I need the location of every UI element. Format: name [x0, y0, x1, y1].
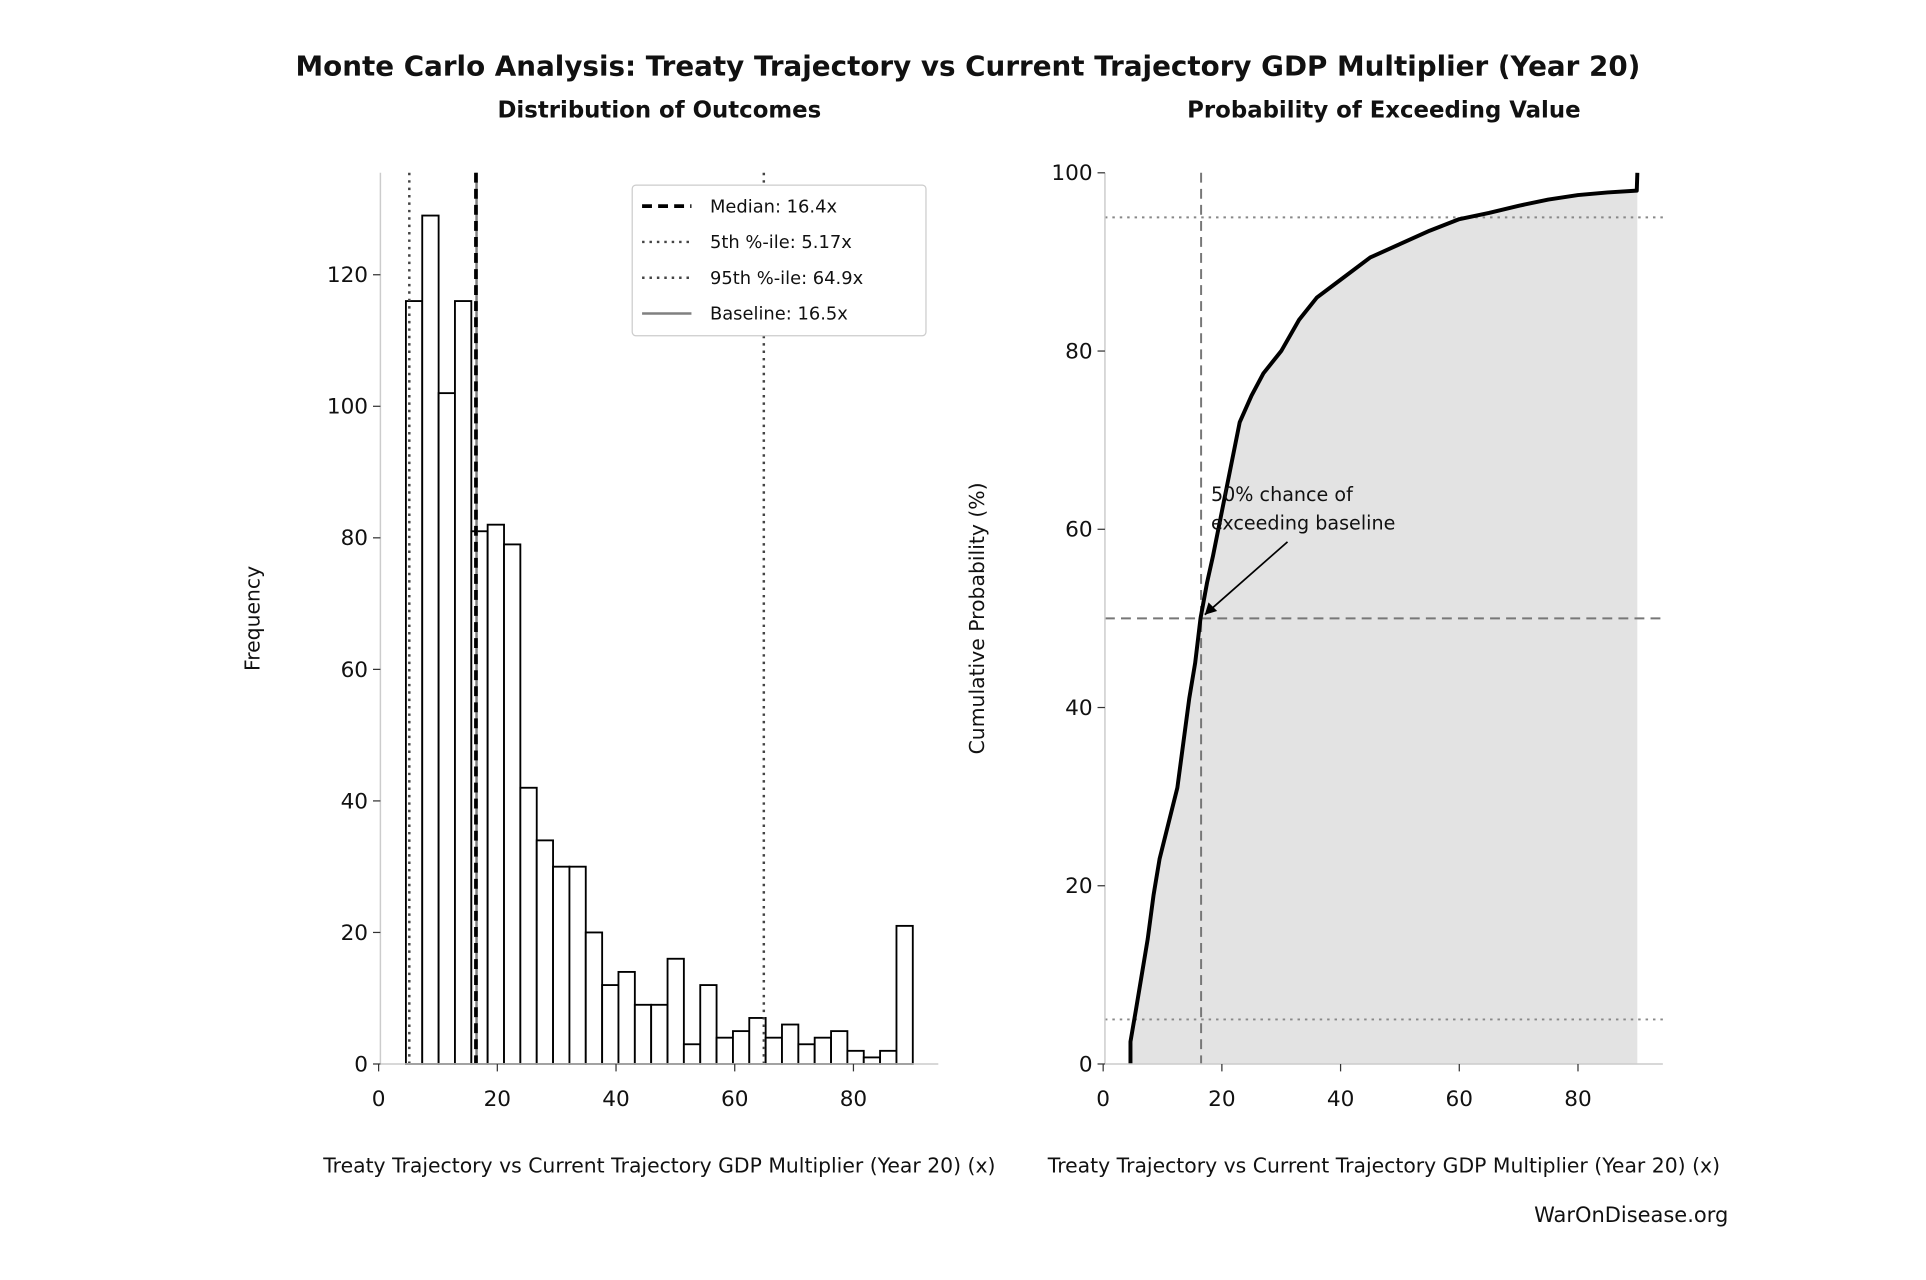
y-axis-label: Frequency	[240, 566, 264, 671]
x-axis-label: Treaty Trajectory vs Current Trajectory …	[1047, 1154, 1720, 1178]
bar	[470, 530, 489, 1065]
bar	[584, 931, 604, 1065]
bar	[404, 300, 424, 1065]
legend-label: 5th %-ile: 5.17x	[710, 232, 852, 253]
annotation-text: exceeding baseline	[1211, 512, 1395, 535]
y-tick-label: 60	[1065, 518, 1092, 543]
y-tick-label: 40	[341, 789, 368, 814]
bar	[535, 839, 554, 1065]
bar	[797, 1043, 816, 1065]
x-axis-label: Treaty Trajectory vs Current Trajectory …	[322, 1154, 995, 1178]
legend-label: Baseline: 16.5x	[710, 304, 848, 325]
y-tick-label: 20	[1065, 874, 1092, 899]
y-tick-label: 0	[354, 1052, 368, 1077]
x-tick-label: 60	[721, 1087, 748, 1112]
y-tick-label: 80	[1065, 339, 1092, 364]
y-tick-label: 60	[341, 658, 368, 683]
subplot-title: Distribution of Outcomes	[497, 97, 821, 123]
legend: Median: 16.4x 5th %-ile: 5.17x 95th %-ile:…	[631, 184, 927, 337]
x-tick-label: 40	[1327, 1087, 1354, 1112]
bar	[781, 1023, 800, 1065]
bar	[437, 392, 456, 1065]
bar	[568, 865, 587, 1065]
bar	[732, 1030, 751, 1065]
y-tick-label: 100	[1051, 161, 1092, 186]
bar	[486, 523, 505, 1065]
bar	[552, 865, 571, 1065]
y-tick-label: 20	[341, 921, 368, 946]
legend-label: Median: 16.4x	[710, 196, 837, 217]
bar	[699, 984, 718, 1065]
x-tick-label: 80	[1564, 1087, 1591, 1112]
x-tick-label: 0	[372, 1087, 386, 1112]
subplot-title: Probability of Exceeding Value	[1187, 97, 1580, 123]
x-tick-label: 20	[484, 1087, 511, 1112]
annotation-arrow	[1204, 541, 1289, 616]
x-tick-label: 80	[840, 1087, 867, 1112]
bar	[813, 1036, 832, 1065]
x-tick-label: 20	[1208, 1087, 1235, 1112]
bar	[519, 786, 538, 1065]
bar	[454, 300, 473, 1065]
x-tick-label: 40	[602, 1087, 629, 1112]
bar	[650, 1003, 669, 1065]
bar	[862, 1056, 882, 1065]
bar	[846, 1049, 865, 1065]
y-tick-label: 80	[341, 526, 368, 551]
bar	[666, 957, 685, 1065]
bar	[682, 1043, 702, 1065]
x-tick-label: 0	[1096, 1087, 1110, 1112]
bar	[421, 214, 440, 1065]
bar	[879, 1049, 898, 1065]
annotation-text: 50% chance of	[1211, 483, 1354, 506]
y-tick-label: 40	[1065, 696, 1092, 721]
bar	[617, 970, 636, 1065]
x-tick-label: 60	[1446, 1087, 1473, 1112]
y-tick-label: 100	[327, 395, 368, 420]
bar	[503, 543, 522, 1065]
bar	[764, 1036, 783, 1065]
y-tick-label: 120	[327, 263, 368, 288]
cdf-line	[1128, 172, 1640, 1064]
legend-box	[631, 184, 927, 337]
bar	[715, 1036, 734, 1065]
bar	[895, 924, 914, 1065]
legend-label: 95th %-ile: 64.9x	[710, 268, 863, 289]
annotation-arrowhead	[1204, 602, 1218, 615]
y-axis-label: Cumulative Probability (%)	[965, 482, 989, 754]
bar	[633, 1003, 653, 1065]
bar	[601, 984, 620, 1065]
watermark: WarOnDisease.org	[1534, 1203, 1728, 1227]
figure-title: Monte Carlo Analysis: Treaty Trajectory …	[296, 49, 1641, 82]
y-tick-label: 0	[1079, 1052, 1093, 1077]
bar	[830, 1030, 849, 1065]
